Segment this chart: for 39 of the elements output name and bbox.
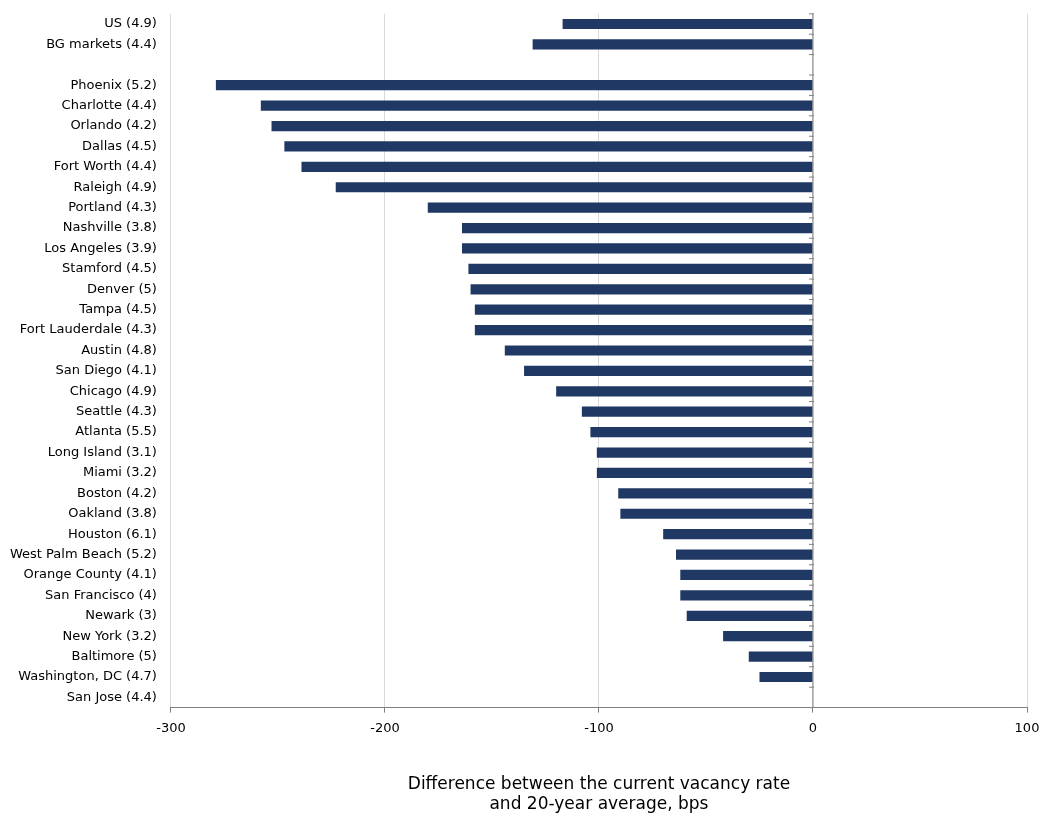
y-tick-label: San Diego (4.1): [55, 362, 157, 378]
y-tick-label: Long Island (3.1): [47, 443, 157, 459]
y-tick-label: Baltimore (5): [71, 647, 157, 663]
x-tick-label: 0: [808, 719, 818, 735]
y-tick-label: Stamford (4.5): [62, 260, 157, 276]
y-tick-label: Fort Worth (4.4): [53, 158, 157, 174]
y-tick-label: West Palm Beach (5.2): [9, 545, 157, 561]
y-tick-label: Nashville (3.8): [62, 219, 157, 235]
x-tick-label: -200: [370, 719, 400, 735]
y-tick-label: US (4.9): [104, 15, 157, 31]
y-tick-label: Los Angeles (3.9): [44, 239, 157, 255]
y-tick-label: BG markets (4.4): [46, 35, 157, 51]
x-tick-label: -100: [584, 719, 614, 735]
y-tick-label: Austin (4.8): [81, 341, 157, 357]
y-tick-label: Dallas (4.5): [82, 137, 157, 153]
y-tick-label: Seattle (4.3): [75, 403, 157, 419]
y-tick-label: Oakland (3.8): [68, 505, 157, 521]
y-tick-label: Phoenix (5.2): [70, 76, 157, 92]
y-tick-label: Orlando (4.2): [70, 117, 157, 133]
y-tick-label: Portland (4.3): [68, 199, 157, 215]
x-tick-label: -300: [156, 719, 186, 735]
y-tick-label: Tampa (4.5): [78, 301, 157, 317]
y-tick-label: Denver (5): [87, 280, 157, 296]
y-tick-label: Chicago (4.9): [69, 382, 157, 398]
y-tick-label: Charlotte (4.4): [61, 97, 157, 112]
y-tick-label: Raleigh (4.9): [73, 178, 157, 194]
y-tick-label: Fort Lauderdale (4.3): [19, 321, 157, 337]
y-tick-label: Miami (3.2): [82, 464, 157, 480]
y-tick-label: Boston (4.2): [77, 484, 157, 500]
x-axis-title: Difference between the current vacancy rate and 20-year average, bps: [407, 772, 791, 814]
y-tick-label: New York (3.2): [62, 627, 157, 643]
y-tick-label: Atlanta (5.5): [75, 423, 157, 439]
y-tick-label: Washington, DC (4.7): [18, 668, 157, 684]
y-tick-label: Orange County (4.1): [23, 566, 157, 582]
y-tick-label: Newark (3): [85, 607, 157, 623]
y-tick-label: San Francisco (4): [45, 586, 157, 602]
y-tick-label: San Jose (4.4): [66, 688, 157, 704]
y-tick-label: Houston (6.1): [67, 525, 157, 541]
x-tick-label: 100: [1014, 719, 1040, 735]
